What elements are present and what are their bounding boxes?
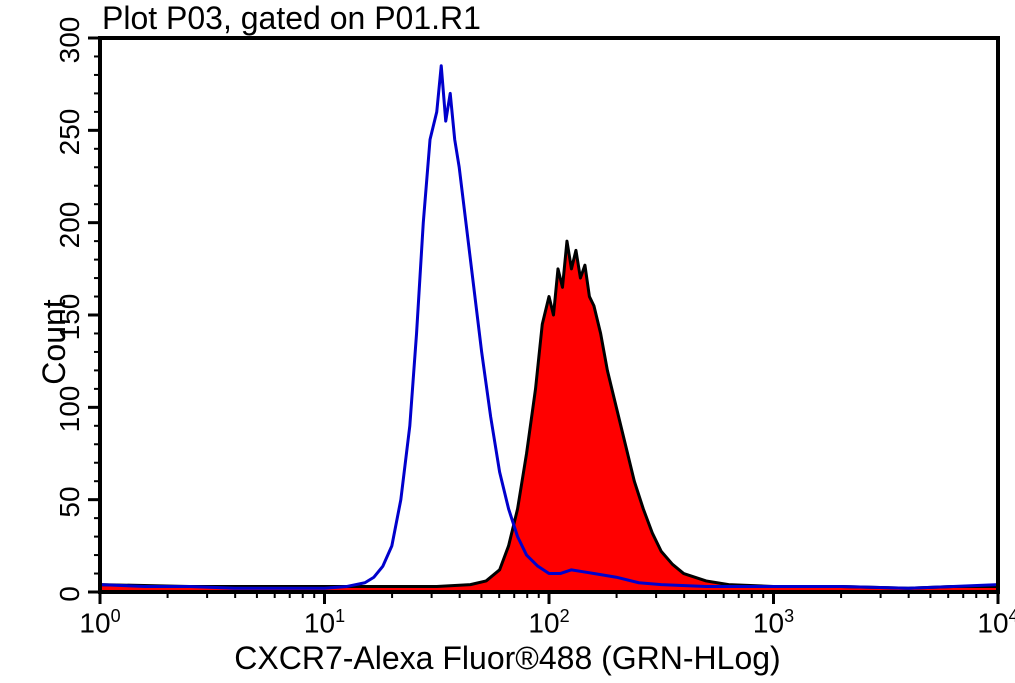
y-tick-label: 50 <box>54 486 86 517</box>
plot-svg <box>0 0 1015 683</box>
y-tick-label: 0 <box>54 586 86 602</box>
x-tick-label: 100 <box>79 606 120 639</box>
chart-container: Plot P03, gated on P01.R1 Count CXCR7-Al… <box>0 0 1015 683</box>
y-tick-label: 200 <box>54 201 86 248</box>
x-tick-label: 103 <box>753 606 794 639</box>
x-tick-label: 102 <box>528 606 569 639</box>
y-tick-label: 250 <box>54 109 86 156</box>
y-tick-label: 100 <box>54 386 86 433</box>
x-tick-label: 101 <box>304 606 345 639</box>
y-tick-label: 300 <box>54 17 86 64</box>
y-tick-label: 150 <box>54 294 86 341</box>
x-tick-label: 104 <box>977 606 1015 639</box>
